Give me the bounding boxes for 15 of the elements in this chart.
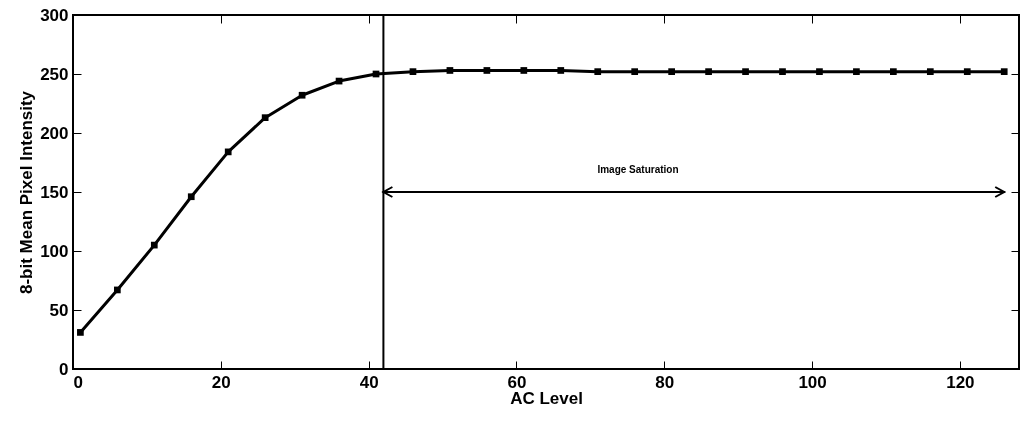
x-tick-label: 80 [655,372,675,392]
y-tick-label: 100 [40,241,69,261]
annotation: Image Saturation [597,164,679,175]
y-tick-label: 200 [40,123,69,143]
y-tick-label: 300 [40,5,69,25]
y-tick-label: 150 [40,182,69,202]
x-tick-label: 120 [946,372,975,392]
y-axis-title: 8-bit Mean Pixel Intensity [17,90,37,295]
y-tick-label: 0 [59,359,69,379]
x-tick-label: 20 [211,372,231,392]
x-tick-label: 0 [73,372,83,392]
x-tick-label: 40 [359,372,379,392]
y-tick-label: 250 [40,64,69,84]
y-tick-label: 50 [49,300,69,320]
x-tick-label: 100 [798,372,827,392]
